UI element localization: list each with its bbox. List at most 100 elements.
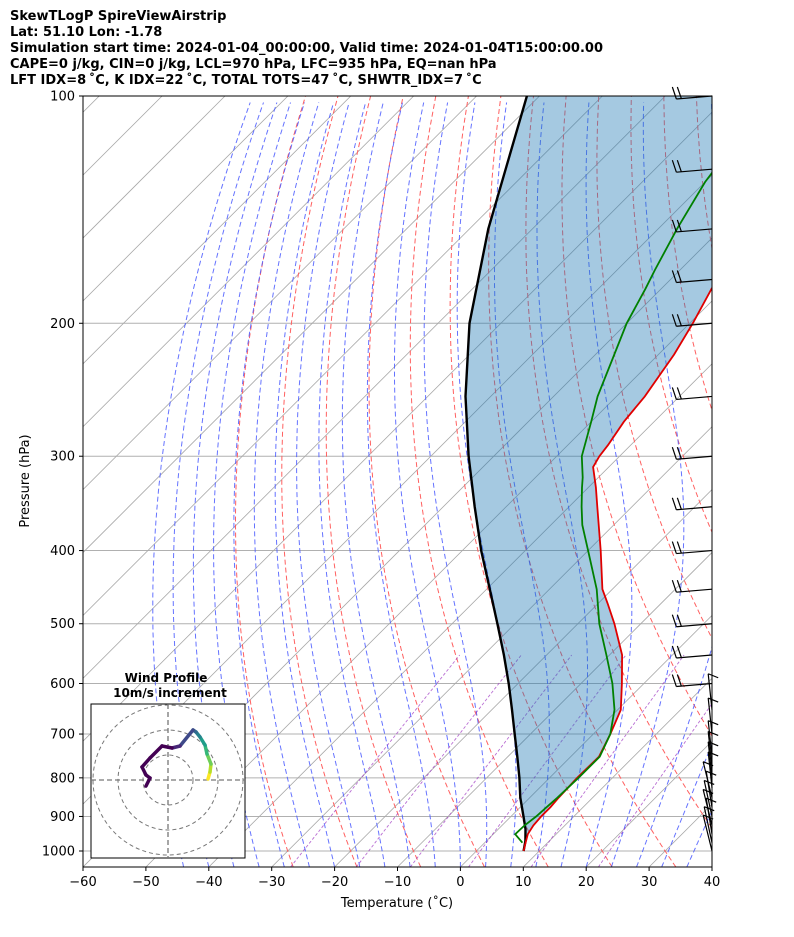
isotherm-line	[83, 96, 414, 428]
moist-adiabat-line	[233, 102, 305, 867]
y-tick-label: 800	[50, 771, 75, 786]
cape-shaded-area	[465, 96, 712, 851]
dry-adiabat-line	[488, 96, 677, 867]
axis-ticks: −60 −50 −40 −30 −20 −10 0 10 20 30 40 1000 900 800 700…	[42, 90, 720, 891]
isotherm-line	[460, 614, 712, 867]
mixing-ratio-line	[410, 654, 573, 867]
dry-adiabat-line	[409, 96, 549, 867]
wind-barb	[671, 447, 713, 460]
wind-barb	[703, 779, 715, 817]
moist-adiabat-line	[661, 742, 712, 867]
moist-adiabat-line	[213, 102, 291, 867]
dewpoint-line	[513, 171, 712, 844]
hodograph-segment	[140, 756, 152, 769]
dry-adiabat-line	[281, 96, 358, 867]
wind-barb	[703, 806, 715, 843]
wind-barb	[707, 720, 719, 757]
moist-adiabat-line	[636, 102, 712, 867]
moist-adiabat-line	[585, 102, 633, 867]
isotherm-line	[711, 866, 712, 867]
wind-barb	[702, 814, 714, 852]
moist-adiabat-line	[711, 865, 712, 867]
x-tick-label: 20	[578, 875, 595, 890]
background-lines	[83, 96, 794, 868]
x-tick-label: 0	[456, 875, 464, 890]
y-tick-label: 300	[50, 450, 75, 465]
cape-line: CAPE=0 j/kg, CIN=0 j/kg, LCL=970 hPa, LF…	[10, 57, 497, 72]
y-tick-label: 100	[50, 90, 75, 105]
hodograph-subtitle: 10m/s increment	[113, 686, 227, 700]
time-line: Simulation start time: 2024-01-04_00:00:…	[10, 41, 603, 56]
moist-adiabat-line	[253, 102, 320, 867]
y-tick-label: 500	[50, 617, 75, 632]
isotherm-line	[523, 677, 712, 867]
mixing-ratio-line	[598, 702, 712, 867]
isotherm-line	[145, 300, 712, 867]
y-tick-label: 900	[50, 810, 75, 825]
dry-adiabat-line	[235, 96, 306, 867]
moist-adiabat-line	[274, 102, 336, 867]
isotherm-line	[334, 489, 712, 867]
moist-adiabat-line	[610, 102, 685, 867]
dry-adiabat-line	[368, 96, 485, 867]
wind-barb	[671, 614, 713, 628]
isotherm-line	[83, 111, 712, 742]
isotherm-line	[83, 96, 289, 302]
wind-barb	[671, 270, 713, 284]
isotherm-line	[83, 96, 100, 113]
moist-adiabat-line	[394, 102, 461, 867]
wind-barb	[671, 541, 713, 555]
moist-adiabat-line	[737, 103, 794, 868]
isotherm-line	[83, 96, 540, 554]
isotherm-line	[397, 551, 712, 867]
isotherm-line	[83, 96, 352, 365]
wind-barb	[671, 579, 713, 593]
x-tick-label: 40	[704, 875, 721, 890]
index-line: LFT IDX=8 ˚C, K IDX=22 ˚C, TOTAL TOTS=47…	[10, 73, 482, 88]
wind-barbs	[671, 86, 719, 852]
hodograph-segment	[148, 744, 164, 760]
parcel-profile-line	[464, 96, 529, 852]
mixing-ratio-line	[468, 654, 627, 867]
moist-adiabat-line	[318, 102, 386, 867]
hodograph-inset: Wind Profile 10m/s increment	[90, 671, 246, 859]
isotherm-line	[83, 96, 226, 239]
hodograph-title: Wind Profile	[125, 671, 208, 685]
moist-adiabat-line	[192, 102, 278, 867]
moist-adiabat-line	[366, 102, 436, 867]
y-axis-label: Pressure (hPa)	[18, 434, 33, 527]
hodograph-segment	[144, 776, 152, 788]
x-tick-label: −30	[258, 875, 285, 890]
x-tick-label: 10	[515, 875, 532, 890]
dry-adiabat-line	[596, 96, 712, 640]
chart-title: SkewTLogP SpireViewAirstrip	[10, 9, 227, 24]
dry-adiabat-line	[729, 96, 794, 867]
location-line: Lat: 51.10 Lon: -1.78	[10, 25, 163, 40]
y-tick-label: 600	[50, 677, 75, 692]
dry-adiabat-line	[762, 96, 794, 867]
dry-adiabat-line	[663, 96, 712, 412]
y-tick-label: 1000	[42, 845, 75, 860]
profile-series	[464, 96, 712, 852]
hodograph-segment	[178, 728, 195, 748]
y-tick-label: 200	[50, 317, 75, 332]
x-tick-label: −40	[195, 875, 222, 890]
wind-barb	[702, 788, 714, 826]
wind-barb	[671, 497, 713, 511]
x-tick-label: −10	[384, 875, 411, 890]
x-tick-label: 30	[641, 875, 658, 890]
x-axis-label: Temperature (˚C)	[340, 895, 453, 911]
moist-adiabat-line	[296, 102, 361, 867]
mixing-ratio-line	[290, 654, 461, 867]
wind-barb	[671, 219, 713, 233]
dry-adiabat-line	[525, 96, 712, 829]
isotherm-line	[83, 96, 603, 616]
temperature-line	[522, 286, 712, 852]
wind-barb	[707, 673, 719, 710]
moist-adiabat-line	[341, 102, 411, 867]
moist-adiabat-line	[686, 809, 712, 867]
wind-barb	[671, 387, 713, 401]
wind-barb	[671, 314, 713, 327]
y-tick-label: 700	[50, 728, 75, 743]
